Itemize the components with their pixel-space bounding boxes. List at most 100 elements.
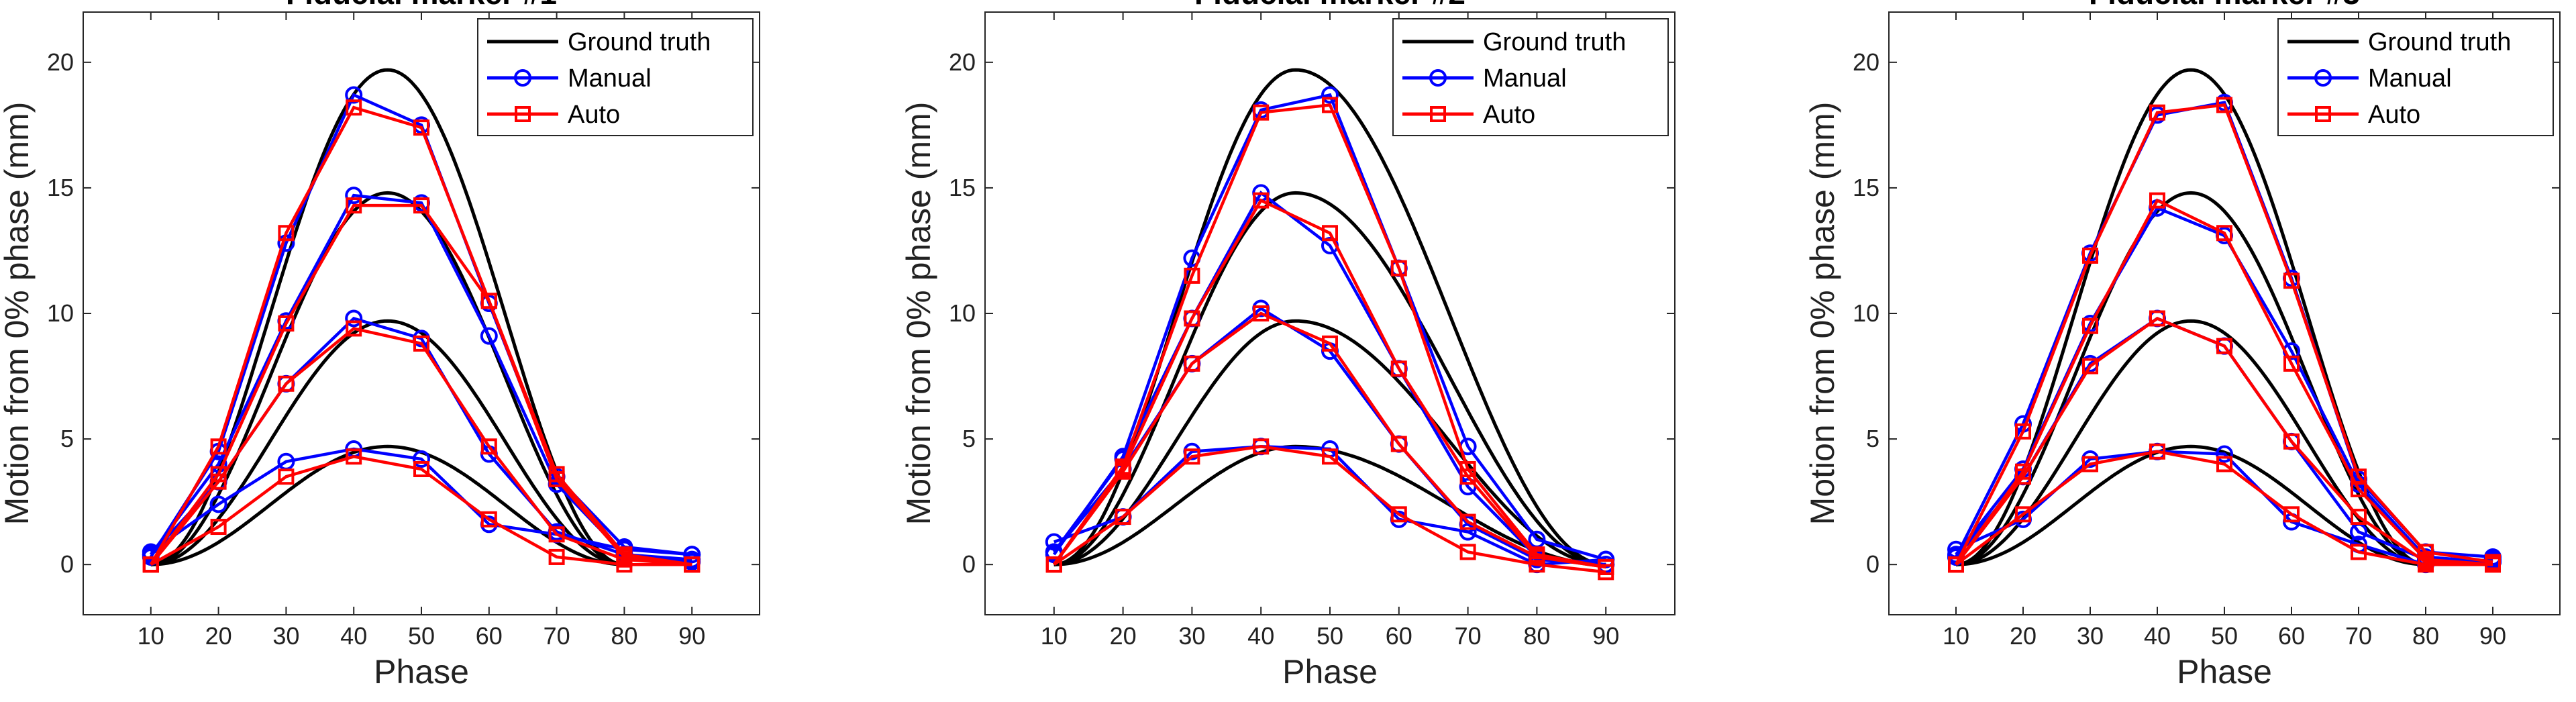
manual-point bbox=[2216, 445, 2233, 463]
legend-manual-label: Manual bbox=[568, 64, 652, 93]
y-tick-label: 20 bbox=[1853, 48, 1879, 76]
legend-auto-label: Auto bbox=[1483, 101, 1535, 129]
x-axis-label: Phase bbox=[374, 653, 469, 691]
auto-point bbox=[1322, 225, 1338, 242]
auto-point bbox=[1115, 509, 1131, 525]
x-tick-label: 10 bbox=[1041, 622, 1068, 650]
manual-point bbox=[480, 327, 498, 345]
auto-point bbox=[278, 375, 295, 392]
legend-auto-marker bbox=[515, 106, 531, 122]
legend: Ground truth Manual Auto bbox=[1392, 18, 1669, 136]
auto-point bbox=[1529, 546, 1545, 563]
x-tick-label: 90 bbox=[2479, 622, 2506, 650]
auto-line-2 bbox=[1052, 311, 1606, 569]
auto-point bbox=[346, 99, 362, 116]
auto-point bbox=[1184, 310, 1200, 327]
auto-line-3 bbox=[149, 203, 692, 566]
legend-ground-truth-label: Ground truth bbox=[568, 28, 711, 56]
auto-point bbox=[548, 548, 565, 565]
auto-point bbox=[413, 119, 429, 136]
manual-point bbox=[209, 495, 227, 513]
auto-line-2 bbox=[150, 327, 692, 566]
auto-point bbox=[1598, 558, 1614, 575]
y-tick-label: 0 bbox=[1866, 550, 1879, 578]
auto-point bbox=[1184, 448, 1200, 465]
auto-point bbox=[1390, 260, 1407, 277]
y-tick-label: 15 bbox=[47, 174, 74, 201]
auto-line-1 bbox=[1955, 450, 2493, 566]
legend-auto-label: Auto bbox=[2368, 101, 2420, 129]
y-tick-label: 0 bbox=[962, 550, 976, 578]
legend-manual-label: Manual bbox=[2368, 64, 2452, 93]
y-tick-label: 0 bbox=[60, 550, 74, 578]
auto-point bbox=[210, 519, 227, 536]
auto-point bbox=[2149, 443, 2165, 460]
auto-point bbox=[1253, 305, 1270, 321]
ground-truth-curve-1 bbox=[150, 444, 625, 566]
auto-point bbox=[548, 466, 565, 483]
auto-point bbox=[480, 438, 497, 455]
auto-point bbox=[1253, 438, 1270, 455]
chart-title: Fiducial marker #2 bbox=[1194, 0, 1465, 11]
auto-line-1 bbox=[150, 454, 692, 566]
x-tick-label: 20 bbox=[205, 622, 232, 650]
x-tick-label: 40 bbox=[1247, 622, 1274, 650]
auto-point bbox=[2082, 317, 2098, 334]
x-tick-label: 60 bbox=[476, 622, 503, 650]
auto-point bbox=[2283, 355, 2300, 372]
x-tick-label: 40 bbox=[340, 622, 367, 650]
x-tick-label: 80 bbox=[611, 622, 637, 650]
auto-point bbox=[1459, 544, 1476, 560]
y-tick-label: 5 bbox=[60, 425, 74, 452]
manual-point bbox=[345, 86, 363, 104]
chart-title: Fiducial marker #3 bbox=[2089, 0, 2360, 11]
auto-point bbox=[1184, 267, 1200, 284]
legend-manual-label: Manual bbox=[1483, 64, 1567, 93]
x-tick-label: 20 bbox=[2010, 622, 2037, 650]
x-tick-label: 30 bbox=[2077, 622, 2104, 650]
auto-line-4 bbox=[1052, 103, 1606, 569]
ground-truth-curve-2 bbox=[150, 319, 625, 566]
y-tick-label: 20 bbox=[949, 48, 976, 76]
auto-point bbox=[413, 335, 429, 352]
auto-point bbox=[142, 556, 159, 573]
x-tick-label: 60 bbox=[2278, 622, 2305, 650]
manual-line-4 bbox=[1052, 93, 1606, 561]
x-tick-label: 70 bbox=[2345, 622, 2372, 650]
x-tick-label: 70 bbox=[544, 622, 570, 650]
auto-point bbox=[1390, 506, 1407, 523]
auto-point bbox=[346, 197, 362, 214]
x-tick-label: 30 bbox=[272, 622, 299, 650]
y-tick-label: 15 bbox=[1853, 174, 1879, 201]
auto-line-3 bbox=[1052, 198, 1606, 569]
y-tick-label: 15 bbox=[949, 174, 976, 201]
auto-point bbox=[2015, 423, 2031, 440]
manual-line-1 bbox=[150, 447, 692, 556]
manual-line-4 bbox=[149, 93, 692, 558]
auto-point bbox=[2351, 468, 2367, 485]
y-tick-label: 20 bbox=[47, 48, 74, 76]
auto-point bbox=[2149, 310, 2165, 327]
auto-point bbox=[2149, 192, 2165, 209]
y-tick-label: 10 bbox=[1853, 299, 1879, 327]
auto-point bbox=[2485, 554, 2501, 570]
auto-line-2 bbox=[1955, 316, 2493, 566]
legend-manual-marker bbox=[2314, 69, 2332, 87]
auto-point bbox=[1390, 360, 1407, 377]
auto-point bbox=[346, 320, 362, 337]
auto-line-1 bbox=[1053, 445, 1606, 574]
x-tick-label: 80 bbox=[1523, 622, 1550, 650]
auto-point bbox=[346, 448, 362, 465]
auto-point bbox=[210, 438, 227, 455]
legend-auto-marker bbox=[1430, 106, 1446, 122]
y-axis-label: Motion from 0% phase (mm) bbox=[0, 102, 36, 525]
auto-point bbox=[2082, 247, 2098, 264]
x-tick-label: 20 bbox=[1110, 622, 1137, 650]
auto-point bbox=[413, 197, 429, 214]
auto-point bbox=[2216, 97, 2232, 113]
legend-ground-truth-label: Ground truth bbox=[2368, 28, 2511, 56]
auto-point bbox=[1322, 97, 1338, 113]
legend-auto-label: Auto bbox=[568, 101, 620, 129]
auto-point bbox=[2082, 358, 2098, 374]
auto-point bbox=[684, 556, 701, 573]
